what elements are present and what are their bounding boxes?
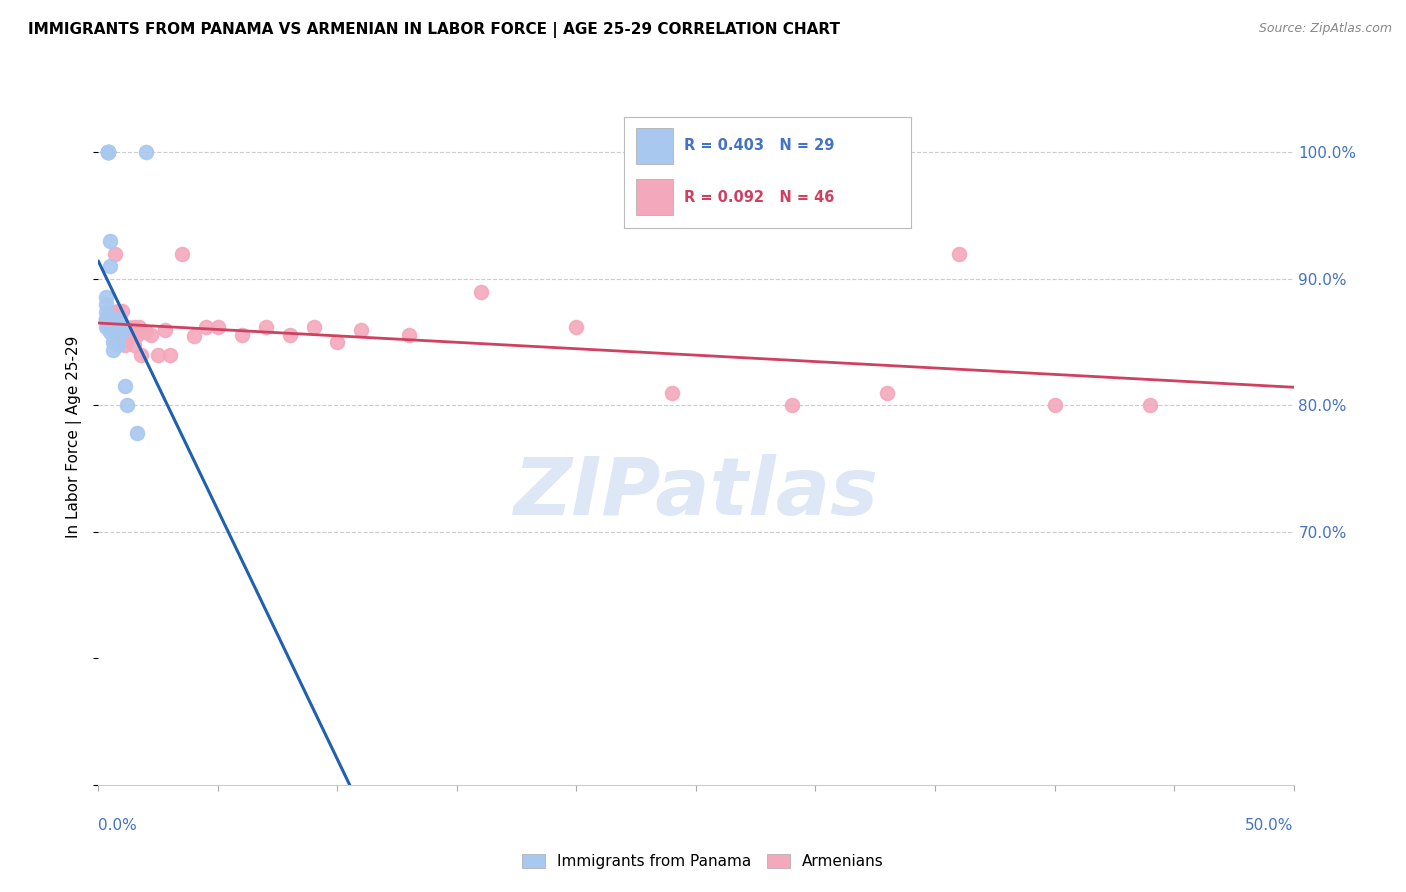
Point [104, 246, 127, 260]
Point [101, 327, 124, 342]
Point [131, 348, 153, 362]
Point [470, 285, 492, 299]
Point [1043, 399, 1066, 413]
Point [97, 145, 120, 160]
Point [111, 303, 134, 318]
Point [125, 426, 148, 441]
Bar [636, 128, 673, 164]
Point [114, 337, 136, 351]
Point [128, 320, 150, 334]
Point [104, 327, 127, 342]
Point [107, 329, 129, 343]
Point [104, 320, 127, 334]
Point [98, 234, 122, 248]
Point [94, 297, 117, 311]
Point [661, 385, 683, 400]
Point [350, 322, 373, 336]
Point [231, 327, 253, 342]
Point [108, 312, 131, 326]
Point [97, 145, 120, 160]
Point [780, 399, 803, 413]
Point [114, 379, 136, 393]
Point [114, 327, 136, 342]
Point [98, 310, 122, 324]
Point [565, 320, 588, 334]
Point [94, 312, 117, 326]
Text: 50.0%: 50.0% [1246, 818, 1294, 832]
Text: 0.0%: 0.0% [98, 818, 138, 832]
Point [98, 305, 122, 319]
Point [135, 325, 157, 339]
Point [124, 337, 146, 351]
Text: IMMIGRANTS FROM PANAMA VS ARMENIAN IN LABOR FORCE | AGE 25-29 CORRELATION CHART: IMMIGRANTS FROM PANAMA VS ARMENIAN IN LA… [28, 22, 841, 38]
Point [94, 312, 117, 326]
Point [326, 335, 349, 350]
Point [101, 312, 124, 326]
Bar [636, 179, 673, 215]
Point [107, 320, 129, 334]
Point [183, 329, 205, 343]
Point [172, 246, 194, 260]
Text: R = 0.092   N = 46: R = 0.092 N = 46 [685, 190, 835, 204]
Point [111, 325, 134, 339]
Point [155, 322, 177, 336]
Point [101, 343, 124, 357]
Legend: Immigrants from Panama, Armenians: Immigrants from Panama, Armenians [516, 848, 890, 875]
Point [148, 348, 170, 362]
Point [101, 320, 124, 334]
Point [115, 327, 138, 342]
Point [135, 145, 157, 160]
Point [98, 260, 122, 274]
Point [94, 320, 117, 334]
Point [1139, 399, 1161, 413]
Point [139, 327, 162, 342]
Text: Source: ZipAtlas.com: Source: ZipAtlas.com [1258, 22, 1392, 36]
Point [97, 320, 120, 334]
Point [948, 246, 970, 260]
Point [876, 385, 898, 400]
Point [97, 145, 120, 160]
Point [207, 320, 229, 334]
Point [398, 327, 420, 342]
Y-axis label: In Labor Force | Age 25-29: In Labor Force | Age 25-29 [66, 336, 83, 538]
Point [124, 320, 146, 334]
Point [101, 325, 124, 339]
Point [194, 320, 218, 334]
Point [98, 325, 122, 339]
Point [111, 320, 134, 334]
Point [97, 145, 120, 160]
Point [94, 305, 117, 319]
Text: ZIPatlas: ZIPatlas [513, 454, 879, 532]
Text: R = 0.403   N = 29: R = 0.403 N = 29 [685, 138, 835, 153]
Point [278, 327, 301, 342]
Point [254, 320, 277, 334]
Point [104, 320, 127, 334]
Point [97, 145, 120, 160]
Point [104, 335, 127, 350]
Point [107, 337, 129, 351]
Point [121, 329, 143, 343]
Point [107, 303, 129, 318]
Point [115, 320, 138, 334]
Point [101, 335, 124, 350]
Point [125, 327, 148, 342]
Point [94, 290, 117, 304]
Point [159, 348, 181, 362]
Point [115, 399, 138, 413]
Point [108, 329, 131, 343]
Point [302, 320, 325, 334]
